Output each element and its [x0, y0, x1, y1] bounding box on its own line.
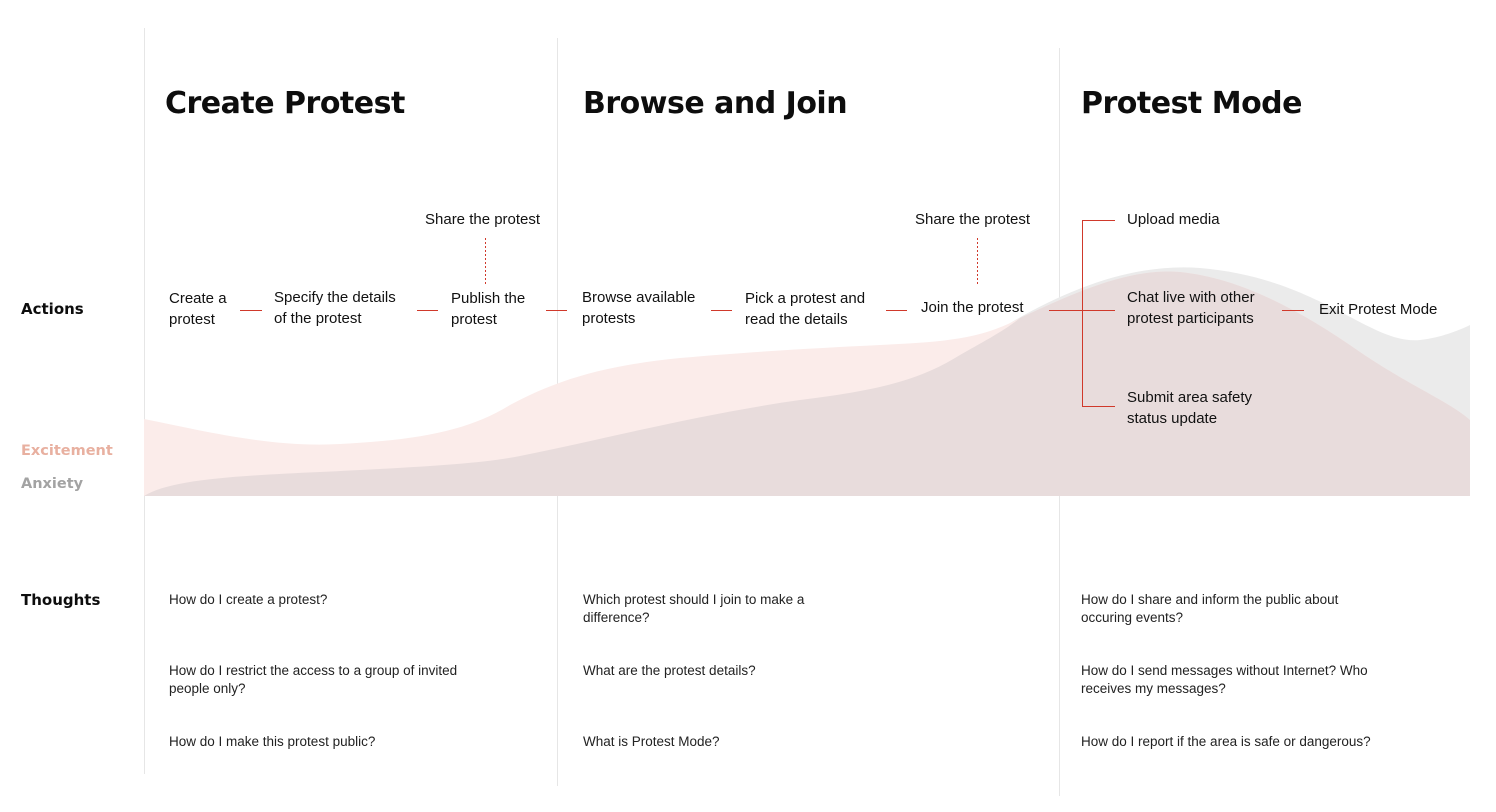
- action-specify-details: Specify the details of the protest: [274, 287, 396, 329]
- row-label-thoughts: Thoughts: [21, 591, 101, 609]
- thought-create-2: How do I restrict the access to a group …: [169, 663, 458, 696]
- action-pick-protest: Pick a protest and read the details: [745, 288, 865, 330]
- action-text: Chat live with other protest participant…: [1127, 289, 1255, 327]
- thought-protest-mode-3: How do I report if the area is safe or d…: [1081, 734, 1371, 749]
- row-label-actions: Actions: [21, 300, 84, 318]
- emotion-label-excitement: Excitement: [21, 443, 113, 459]
- action-publish-protest: Publish the protest: [451, 288, 525, 330]
- thought-browse-3: What is Protest Mode?: [583, 734, 720, 749]
- action-text: Submit area safety status update: [1127, 389, 1253, 427]
- action-text: Pick a protest and read the details: [745, 290, 866, 328]
- action-text: Specify the details of the protest: [274, 289, 396, 327]
- emotion-label-anxiety: Anxiety: [21, 476, 84, 492]
- action-text: Publish the protest: [451, 290, 526, 328]
- action-submit-safety-status: Submit area safety status update: [1127, 387, 1252, 429]
- action-upload-media: Upload media: [1127, 211, 1220, 228]
- phase-title-browse-and-join: Browse and Join: [583, 86, 848, 121]
- action-chat-live: Chat live with other protest participant…: [1127, 287, 1255, 329]
- action-share-protest-create: Share the protest: [425, 211, 541, 228]
- thought-browse-1: Which protest should I join to make a di…: [583, 592, 805, 625]
- thought-create-1: How do I create a protest?: [169, 592, 328, 607]
- action-join-protest: Join the protest: [921, 299, 1024, 316]
- action-exit-protest-mode: Exit Protest Mode: [1319, 301, 1438, 318]
- thought-create-3: How do I make this protest public?: [169, 734, 376, 749]
- phase-divider-left: [144, 28, 145, 774]
- thought-protest-mode-1: How do I share and inform the public abo…: [1081, 592, 1339, 625]
- phase-title-create-protest: Create Protest: [165, 86, 405, 121]
- action-browse-protests: Browse available protests: [582, 287, 695, 329]
- phase-title-protest-mode: Protest Mode: [1081, 86, 1303, 121]
- thought-protest-mode-2: How do I send messages without Internet?…: [1081, 663, 1368, 696]
- thought-browse-2: What are the protest details?: [583, 663, 756, 678]
- action-create-protest: Create a protest: [169, 288, 227, 330]
- action-text: Browse available protests: [582, 289, 696, 327]
- action-share-protest-join: Share the protest: [915, 211, 1031, 228]
- emotion-overlap: [144, 271, 1470, 496]
- action-text: Create a protest: [169, 290, 227, 328]
